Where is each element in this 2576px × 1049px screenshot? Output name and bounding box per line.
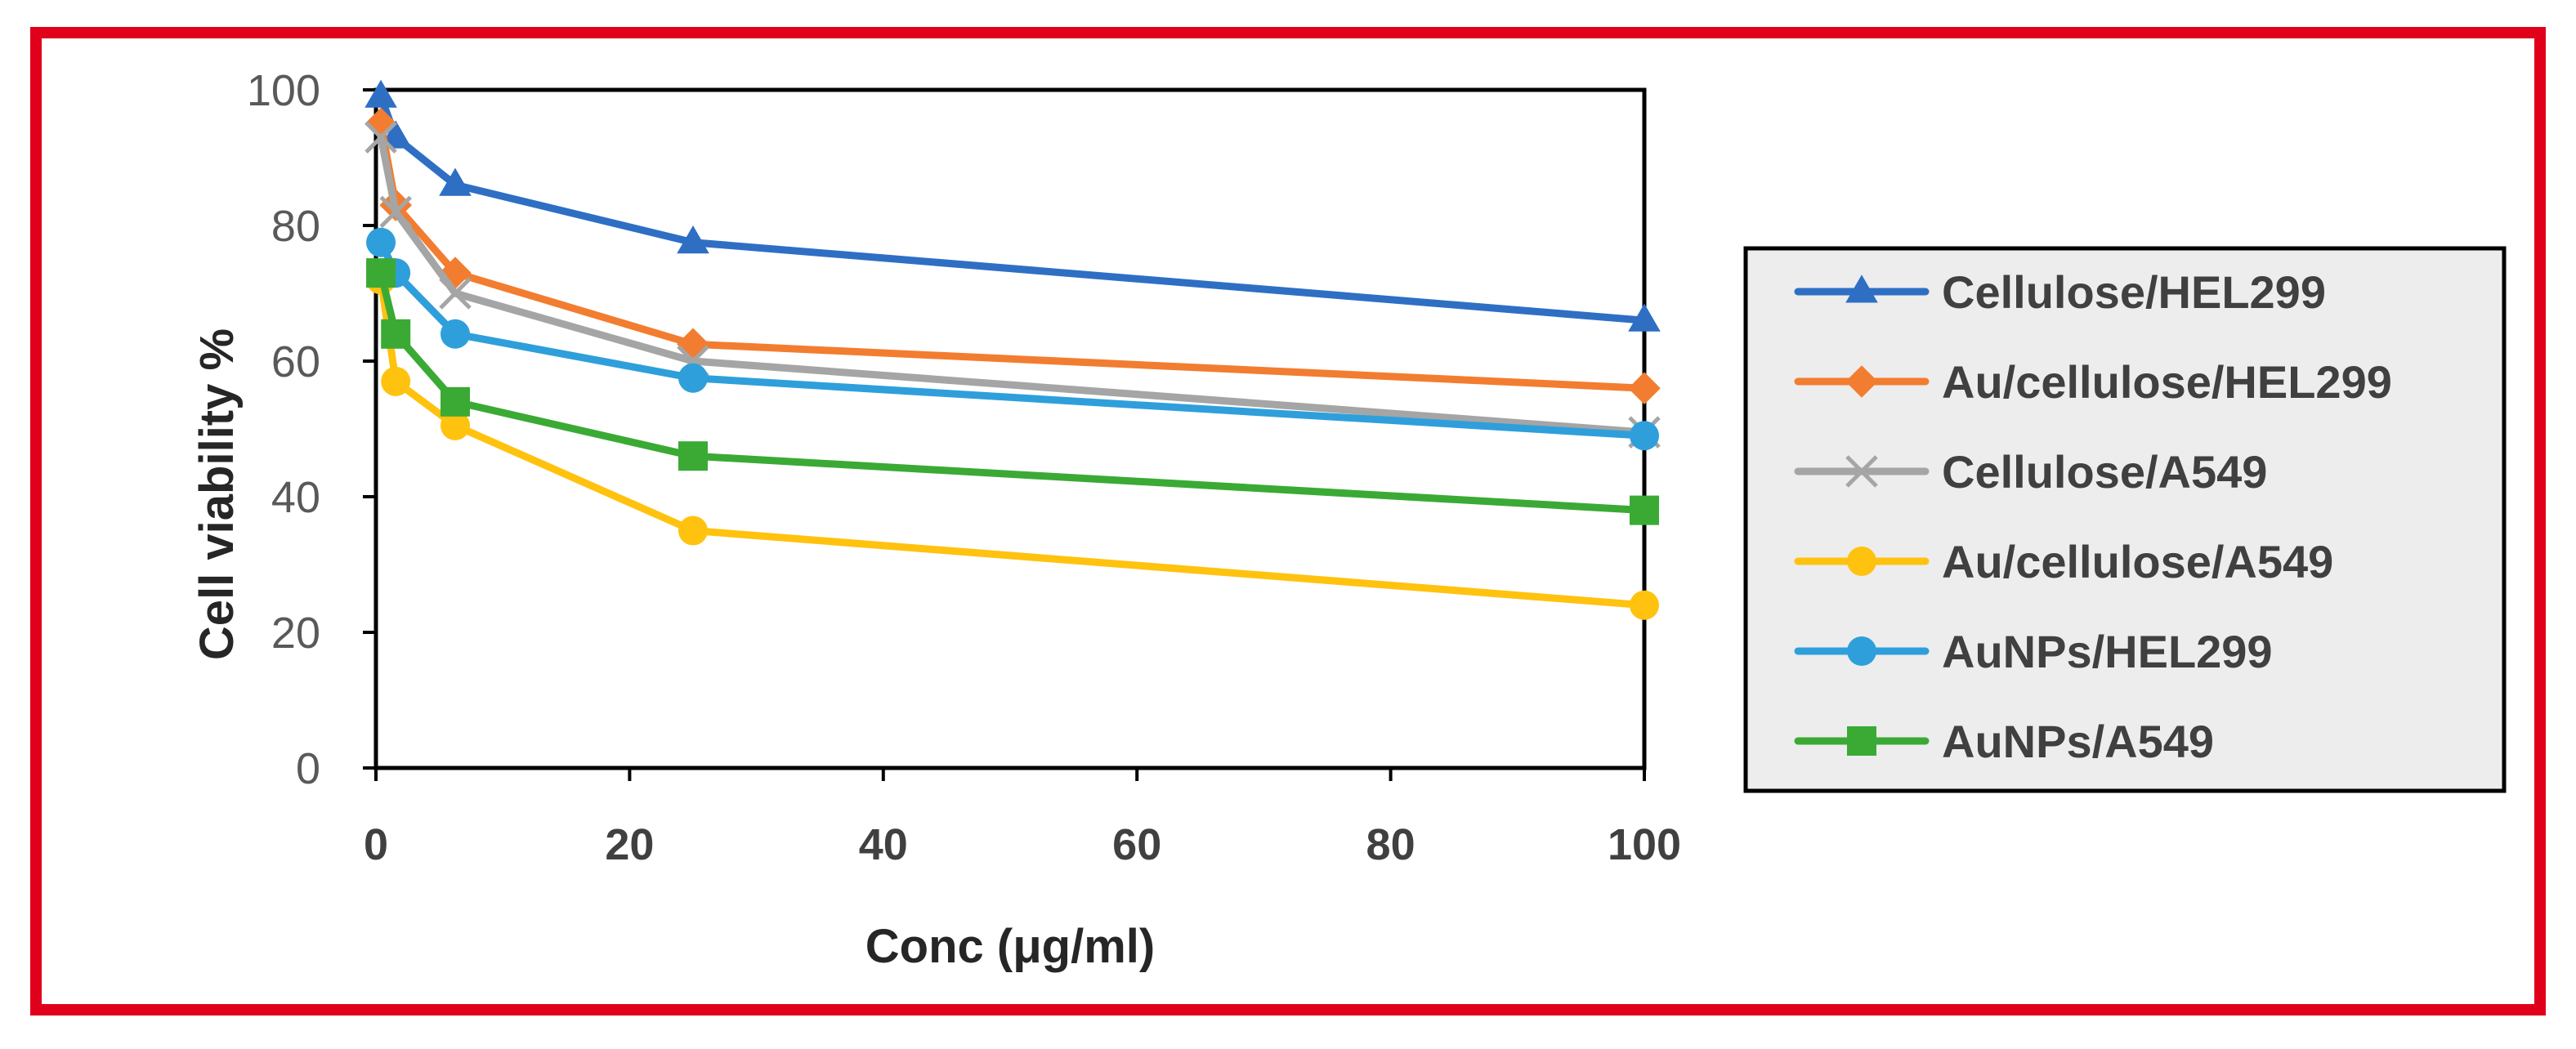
data-point [441, 410, 470, 440]
x-tick-label: 20 [605, 820, 654, 869]
legend-swatch-marker [1847, 636, 1876, 666]
data-point [439, 277, 472, 310]
data-point [381, 319, 411, 349]
data-point [441, 386, 470, 417]
y-tick-label: 80 [271, 202, 320, 251]
data-point [1628, 303, 1661, 332]
x-tick-label: 0 [364, 820, 388, 869]
x-tick-label: 40 [859, 820, 908, 869]
data-point [366, 227, 396, 257]
x-tick-label: 60 [1112, 820, 1161, 869]
x-axis-title: Conc (μg/ml) [865, 920, 1155, 973]
y-axis-title: Cell viability % [190, 328, 244, 660]
data-point [678, 441, 708, 471]
y-tick-label: 60 [271, 337, 320, 386]
legend-label: Cellulose/A549 [1942, 446, 2267, 498]
x-tick-label: 100 [1608, 820, 1681, 869]
legend-box [1743, 246, 2507, 793]
data-point [364, 121, 397, 154]
data-point [379, 195, 412, 229]
data-point [439, 257, 472, 289]
data-point [366, 258, 396, 288]
legend: Cellulose/HEL299 Au/cellulose/HEL299 Cellu… [1794, 266, 2392, 767]
legend-label: Au/cellulose/A549 [1942, 536, 2333, 587]
legend-swatch-marker [1845, 275, 1878, 303]
data-point [364, 79, 397, 108]
data-point [1630, 421, 1659, 451]
y-tick-label: 20 [271, 609, 320, 658]
legend-label: AuNPs/A549 [1942, 716, 2214, 767]
chart-marks: 0 20 40 60 80 100 0 20 40 60 80 100 [247, 66, 1681, 869]
y-tick-label: 100 [247, 66, 320, 115]
legend-label: Au/cellulose/HEL299 [1942, 356, 2392, 408]
x-tick-label: 80 [1366, 820, 1415, 869]
legend-label: AuNPs/HEL299 [1942, 626, 2273, 677]
data-point [439, 167, 472, 196]
data-point [381, 366, 411, 396]
data-point [1630, 495, 1659, 525]
data-point [677, 328, 709, 361]
legend-swatch-marker [1847, 547, 1876, 576]
data-point [441, 319, 470, 349]
legend-label: Cellulose/HEL299 [1942, 266, 2326, 318]
legend-swatch-marker [1845, 365, 1878, 398]
data-point [677, 225, 709, 254]
data-point [678, 363, 708, 393]
data-point [1630, 590, 1659, 620]
data-point [1628, 372, 1661, 404]
legend-swatch-marker [1845, 455, 1878, 488]
legend-swatch-marker [1847, 726, 1876, 756]
y-tick-label: 0 [296, 744, 320, 793]
data-point [678, 516, 708, 546]
y-tick-label: 40 [271, 473, 320, 522]
